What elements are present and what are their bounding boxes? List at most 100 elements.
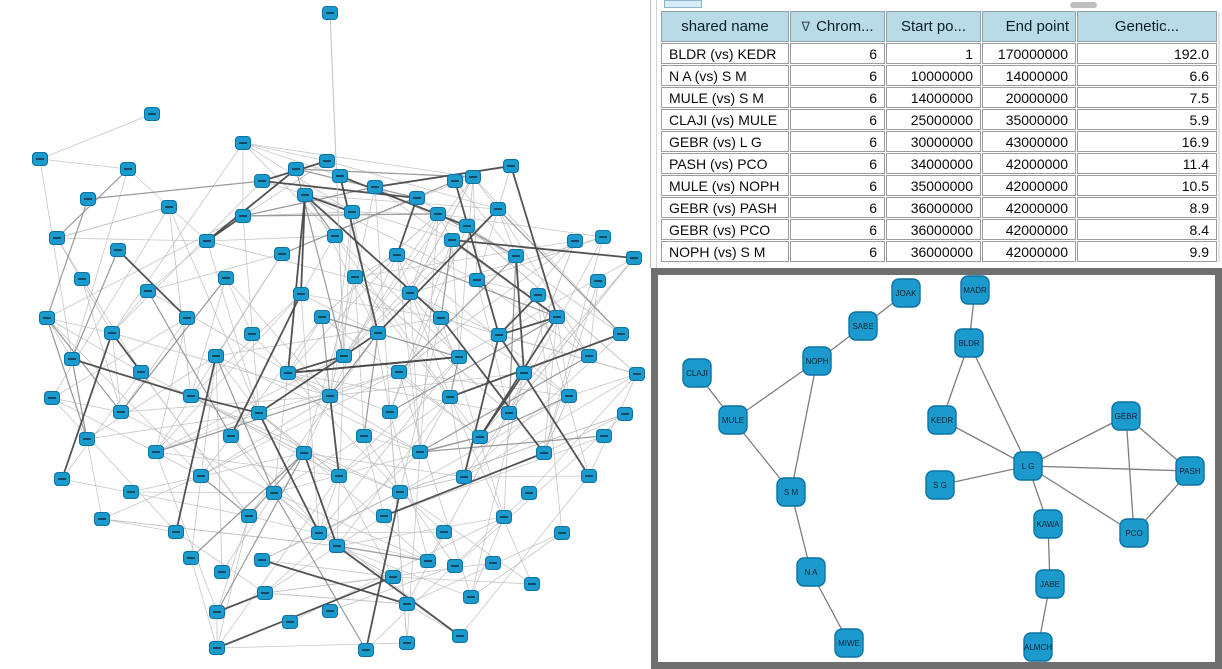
- dense-network-node[interactable]: [244, 327, 260, 341]
- table-row[interactable]: GEBR (vs) PCO 6 36000000 42000000 8.4: [661, 219, 1217, 240]
- table-cell-shared-name[interactable]: PASH (vs) PCO: [661, 153, 789, 174]
- table-cell-start-po[interactable]: 30000000: [886, 131, 981, 152]
- table-cell-start-po[interactable]: 10000000: [886, 65, 981, 86]
- dense-network-node[interactable]: [626, 251, 642, 265]
- dense-network-node[interactable]: [332, 169, 348, 183]
- dense-network-node[interactable]: [193, 469, 209, 483]
- table-row[interactable]: MULE (vs) S M 6 14000000 20000000 7.5: [661, 87, 1217, 108]
- dense-network-node[interactable]: [336, 349, 352, 363]
- table-row[interactable]: MULE (vs) NOPH 6 35000000 42000000 10.5: [661, 175, 1217, 196]
- dense-network-node[interactable]: [254, 553, 270, 567]
- dense-network-node[interactable]: [168, 525, 184, 539]
- table-row[interactable]: BLDR (vs) KEDR 6 1 170000000 192.0: [661, 43, 1217, 64]
- dense-network-node[interactable]: [391, 365, 407, 379]
- network-node-almch[interactable]: ALMCH: [1023, 632, 1053, 662]
- dense-network-node[interactable]: [370, 326, 386, 340]
- dense-network-node[interactable]: [581, 469, 597, 483]
- table-cell-end-point[interactable]: 170000000: [982, 43, 1076, 64]
- table-row[interactable]: GEBR (vs) PASH 6 36000000 42000000 8.9: [661, 197, 1217, 218]
- dense-network-node[interactable]: [382, 405, 398, 419]
- dense-network-node[interactable]: [235, 136, 251, 150]
- dense-network-node[interactable]: [596, 429, 612, 443]
- vertical-scrollbar-track[interactable]: [1218, 12, 1220, 262]
- network-node-kawa[interactable]: KAWA: [1033, 509, 1063, 539]
- dense-network-node[interactable]: [501, 406, 517, 420]
- dense-network-node[interactable]: [629, 367, 645, 381]
- table-cell-end-point[interactable]: 35000000: [982, 109, 1076, 130]
- table-cell-chrom[interactable]: 6: [790, 153, 885, 174]
- dense-network-node[interactable]: [266, 486, 282, 500]
- network-node-l-g[interactable]: L G: [1013, 451, 1043, 481]
- dense-network-node[interactable]: [452, 629, 468, 643]
- table-cell-shared-name[interactable]: N A (vs) S M: [661, 65, 789, 86]
- dense-network-node[interactable]: [280, 366, 296, 380]
- table-cell-genetic[interactable]: 10.5: [1077, 175, 1217, 196]
- dense-network-node[interactable]: [399, 636, 415, 650]
- column-header-start-po[interactable]: Start po...: [886, 11, 981, 42]
- dense-network-node[interactable]: [567, 234, 583, 248]
- dense-network-node[interactable]: [331, 469, 347, 483]
- horizontal-scrollbar-thumb[interactable]: [1070, 2, 1097, 8]
- dense-network-node[interactable]: [110, 243, 126, 257]
- table-cell-chrom[interactable]: 6: [790, 43, 885, 64]
- table-cell-end-point[interactable]: 20000000: [982, 87, 1076, 108]
- table-cell-end-point[interactable]: 42000000: [982, 219, 1076, 240]
- dense-network-node[interactable]: [385, 570, 401, 584]
- dense-network-node[interactable]: [288, 162, 304, 176]
- table-cell-end-point[interactable]: 42000000: [982, 241, 1076, 262]
- network-edge-l-g-pash[interactable]: [1027, 465, 1191, 472]
- table-cell-genetic[interactable]: 6.6: [1077, 65, 1217, 86]
- dense-network-node[interactable]: [389, 248, 405, 262]
- table-cell-genetic[interactable]: 11.4: [1077, 153, 1217, 174]
- table-row[interactable]: PASH (vs) PCO 6 34000000 42000000 11.4: [661, 153, 1217, 174]
- dense-network-node[interactable]: [140, 284, 156, 298]
- dense-network-node[interactable]: [549, 310, 565, 324]
- preview-network-canvas[interactable]: JOAK MADR SABE NOPH CLAJI BLDR MULE KEDR GEBR L G…: [658, 275, 1215, 662]
- dense-network-node[interactable]: [241, 509, 257, 523]
- dense-network-node[interactable]: [344, 205, 360, 219]
- table-cell-shared-name[interactable]: GEBR (vs) PASH: [661, 197, 789, 218]
- column-header-shared-name[interactable]: shared name: [661, 11, 789, 42]
- network-node-jabe[interactable]: JABE: [1035, 569, 1065, 599]
- dense-network-node[interactable]: [521, 486, 537, 500]
- table-cell-shared-name[interactable]: MULE (vs) NOPH: [661, 175, 789, 196]
- column-header-chrom[interactable]: ∇ Chrom...: [790, 11, 885, 42]
- dense-network-node[interactable]: [322, 6, 338, 20]
- dense-network-node[interactable]: [472, 430, 488, 444]
- network-node-miwe[interactable]: MIWE: [834, 628, 864, 658]
- dense-network-node[interactable]: [179, 311, 195, 325]
- table-cell-start-po[interactable]: 34000000: [886, 153, 981, 174]
- dense-network-node[interactable]: [530, 288, 546, 302]
- dense-network-node[interactable]: [595, 230, 611, 244]
- dense-network-node[interactable]: [133, 365, 149, 379]
- dense-network-node[interactable]: [161, 200, 177, 214]
- table-cell-chrom[interactable]: 6: [790, 241, 885, 262]
- dense-network-node[interactable]: [235, 209, 251, 223]
- dense-network-node[interactable]: [54, 472, 70, 486]
- dense-network-node[interactable]: [442, 390, 458, 404]
- dense-network-node[interactable]: [490, 202, 506, 216]
- dense-network-node[interactable]: [74, 272, 90, 286]
- dense-network-node[interactable]: [399, 597, 415, 611]
- table-row[interactable]: CLAJI (vs) MULE 6 25000000 35000000 5.9: [661, 109, 1217, 130]
- table-cell-shared-name[interactable]: GEBR (vs) L G: [661, 131, 789, 152]
- dense-network-node[interactable]: [420, 554, 436, 568]
- table-cell-shared-name[interactable]: GEBR (vs) PCO: [661, 219, 789, 240]
- table-cell-genetic[interactable]: 5.9: [1077, 109, 1217, 130]
- table-cell-genetic[interactable]: 8.4: [1077, 219, 1217, 240]
- network-edge-noph-s-m[interactable]: [790, 360, 818, 493]
- dense-network-node[interactable]: [282, 615, 298, 629]
- dense-network-node[interactable]: [199, 234, 215, 248]
- table-cell-shared-name[interactable]: NOPH (vs) S M: [661, 241, 789, 262]
- table-cell-start-po[interactable]: 1: [886, 43, 981, 64]
- dense-network-node[interactable]: [561, 389, 577, 403]
- table-cell-chrom[interactable]: 6: [790, 175, 885, 196]
- dense-network-node[interactable]: [113, 405, 129, 419]
- dense-network-node[interactable]: [183, 389, 199, 403]
- table-cell-chrom[interactable]: 6: [790, 65, 885, 86]
- dense-network-node[interactable]: [274, 247, 290, 261]
- dense-network-node[interactable]: [356, 429, 372, 443]
- dense-network-node[interactable]: [508, 249, 524, 263]
- network-node-gebr[interactable]: GEBR: [1111, 401, 1141, 431]
- dense-network-node[interactable]: [218, 271, 234, 285]
